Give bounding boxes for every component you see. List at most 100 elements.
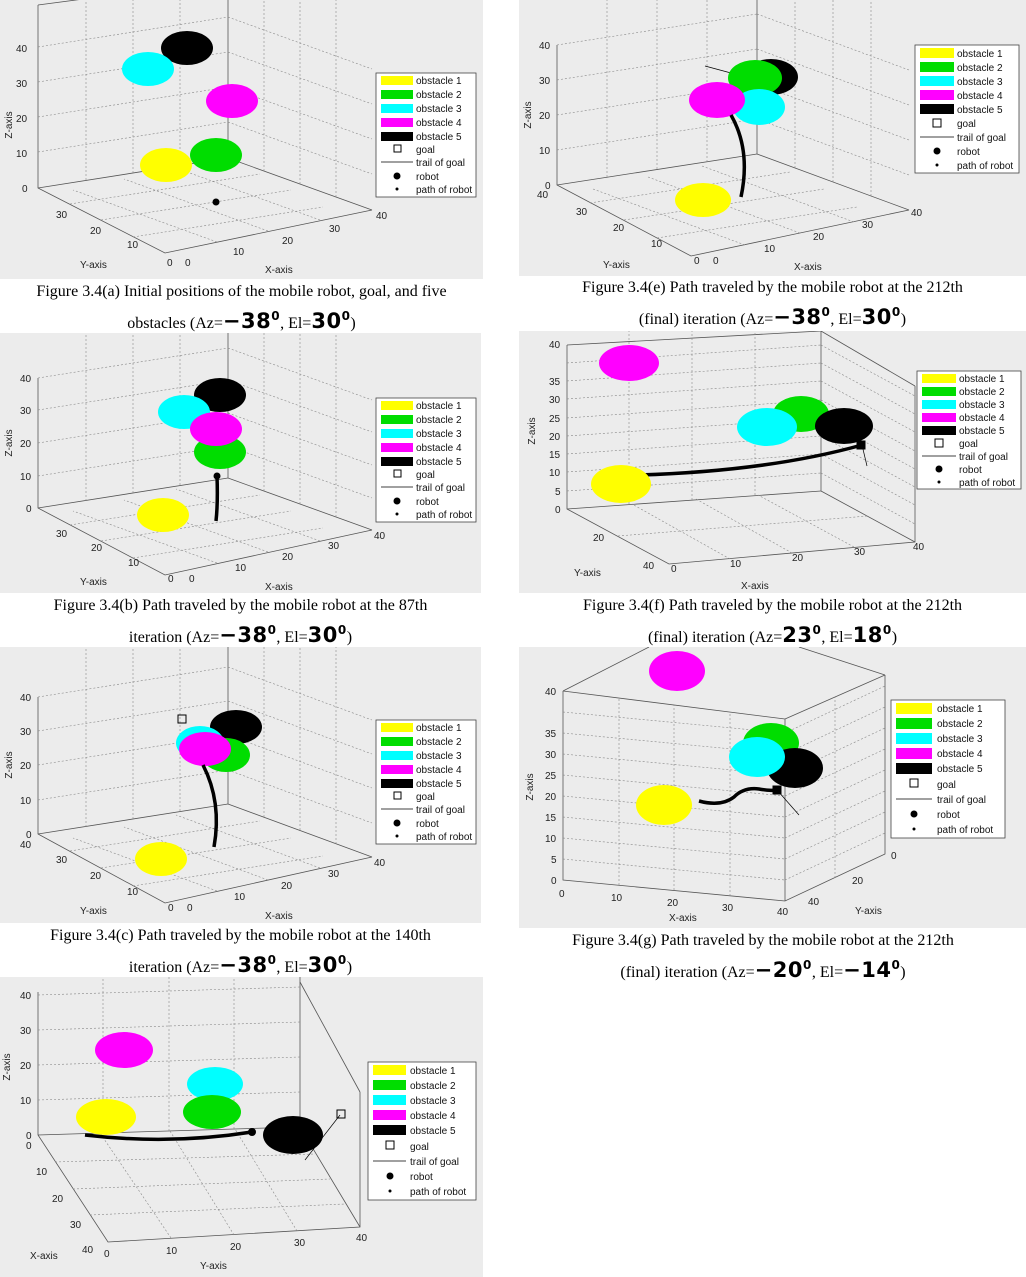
z-axis-label: Z-axis	[4, 111, 15, 138]
obstacle-3-marker	[122, 52, 174, 86]
plot-e-svg: 0 10 20 30 40 0 10 20 30 40 0 10 20 30 4…	[523, 0, 1020, 273]
y-tick-label: 0	[891, 851, 897, 862]
caption-f-line2: (final) iteration (Az=230, El=180)	[647, 623, 898, 647]
legend-swatch-obstacle-4	[381, 443, 413, 452]
robot-path	[201, 764, 219, 848]
box-c	[37, 647, 373, 904]
scene-a	[122, 31, 258, 206]
legend-label-obstacle-5: obstacle 5	[416, 457, 462, 468]
legend-path-dot	[388, 1189, 392, 1193]
legend-label-obstacle-1: obstacle 1	[957, 49, 1003, 60]
caption-g-line1: Figure 3.4(g) Path traveled by the mobil…	[572, 932, 954, 949]
legend-label-obstacle-1: obstacle 1	[416, 401, 462, 412]
legend-label-goal: goal	[957, 119, 976, 130]
obstacle-1-marker	[135, 842, 187, 876]
y-tick-label: 20	[852, 876, 864, 887]
y-tick-label: 0	[168, 903, 174, 914]
scene-e	[675, 59, 798, 217]
obstacle-3-marker	[187, 1067, 243, 1101]
z-tick-label: 20	[16, 114, 28, 125]
legend-label-obstacle-4: obstacle 4	[416, 443, 462, 454]
z-tick-label: 20	[20, 761, 32, 772]
legend-label-robot: robot	[957, 147, 980, 158]
legend-label-goal: goal	[959, 439, 978, 450]
x-axis-label: X-axis	[669, 913, 697, 924]
legend-label-obstacle-4: obstacle 4	[416, 118, 462, 129]
obstacle-3-marker	[737, 408, 797, 446]
y-tick-label: 40	[643, 561, 655, 572]
z-tick-label: 0	[26, 504, 32, 515]
caption-g-el: −140	[843, 958, 901, 982]
z-tick-label: 35	[545, 729, 557, 740]
legend-goal-square	[393, 144, 402, 153]
legend-label-obstacle-3: obstacle 3	[410, 1096, 456, 1107]
legend-b: obstacle 1 obstacle 2 obstacle 3 obstacl…	[375, 397, 477, 523]
x-tick-label: 30	[722, 903, 734, 914]
legend-swatch-obstacle-2	[381, 737, 413, 746]
goal-marker	[772, 785, 782, 795]
z-tick-label: 20	[549, 432, 561, 443]
z-tick-label: 5	[555, 487, 561, 498]
robot-path	[638, 443, 863, 477]
z-tick-label: 30	[545, 750, 557, 761]
caption-e-line2: (final) iteration (Az=−380, El=300)	[638, 305, 907, 329]
y-tick-label: 10	[166, 1246, 178, 1257]
x-tick-label: 0	[26, 1141, 32, 1152]
z-ticks-a: 0 10 20 30 40	[16, 44, 28, 195]
legend-swatch-obstacle-5	[373, 1125, 406, 1135]
y-ticks-e: 0 10 20 30 40	[537, 190, 700, 267]
obstacle-5-marker	[161, 31, 213, 65]
x-tick-label: 40	[82, 1245, 94, 1256]
robot-path	[214, 475, 220, 522]
legend-label-goal: goal	[416, 470, 435, 481]
legend-swatch-obstacle-3	[373, 1095, 406, 1105]
x-tick-label: 30	[328, 541, 340, 552]
legend-swatch-obstacle-3	[381, 429, 413, 438]
y-tick-label: 40	[537, 190, 549, 201]
caption-a-pre: obstacles (Az=	[127, 315, 223, 332]
y-tick-label: 30	[56, 529, 68, 540]
caption-a-line1: Figure 3.4(a) Initial positions of the m…	[36, 283, 447, 300]
obstacle-4-marker	[206, 84, 258, 118]
legend-swatch-obstacle-3	[920, 76, 954, 86]
legend-swatch-obstacle-4	[920, 90, 954, 100]
legend-label-obstacle-3: obstacle 3	[959, 400, 1005, 411]
legend-path-dot	[935, 163, 939, 167]
x-tick-label: 0	[185, 258, 191, 269]
obstacle-5-marker	[263, 1116, 323, 1154]
legend-label-obstacle-1: obstacle 1	[410, 1066, 456, 1077]
legend-label-obstacle-1: obstacle 1	[416, 76, 462, 87]
legend-goal-square	[393, 791, 402, 800]
obstacle-2-marker	[183, 1095, 241, 1129]
y-tick-label: 10	[127, 240, 139, 251]
z-tick-label: 5	[551, 855, 557, 866]
plot-panel-e: 0 10 20 30 40 0 10 20 30 40 0 10 20 30 4…	[519, 0, 1026, 276]
y-ticks-f: 20 40	[593, 533, 655, 572]
x-axis-label: X-axis	[265, 911, 293, 922]
legend-swatch-obstacle-2	[922, 387, 956, 396]
z-axis-label: Z-axis	[4, 429, 15, 456]
obstacle-1-marker	[76, 1099, 136, 1135]
caption-e-line1: Figure 3.4(e) Path traveled by the mobil…	[582, 279, 963, 296]
z-tick-label: 10	[16, 149, 28, 160]
caption-e-az: −380	[773, 305, 831, 329]
z-tick-label: 10	[549, 468, 561, 479]
legend-goal-square	[932, 118, 942, 128]
obstacle-4-marker	[599, 345, 659, 381]
y-tick-label: 0	[168, 574, 174, 585]
legend-label-obstacle-4: obstacle 4	[957, 91, 1003, 102]
legend-swatch-obstacle-5	[896, 763, 932, 774]
y-tick-label: 20	[230, 1242, 242, 1253]
caption-g: Figure 3.4(g) Path traveled by the mobil…	[500, 929, 1026, 985]
z-tick-label: 30	[20, 406, 32, 417]
z-tick-label: 0	[26, 830, 32, 841]
scene-c	[135, 710, 262, 876]
legend-label-obstacle-2: obstacle 2	[410, 1081, 456, 1092]
z-ticks-c: 0 10 20 30 40	[20, 693, 32, 841]
x-tick-label: 10	[764, 244, 776, 255]
plot-panel-g: 0 5 10 15 20 25 30 35 40 0 10 20 30 40 0…	[519, 647, 1026, 928]
legend-robot-dot	[393, 172, 401, 180]
legend-label-trail: trail of goal	[416, 805, 465, 816]
z-tick-label: 20	[20, 1061, 32, 1072]
legend-label-goal: goal	[410, 1142, 429, 1153]
